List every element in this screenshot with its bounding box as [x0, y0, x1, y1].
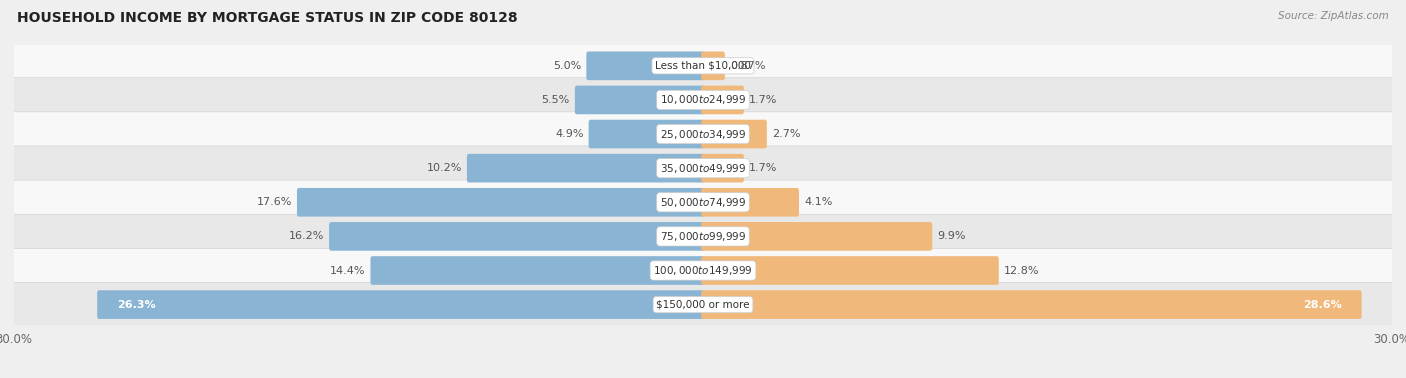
Text: HOUSEHOLD INCOME BY MORTGAGE STATUS IN ZIP CODE 80128: HOUSEHOLD INCOME BY MORTGAGE STATUS IN Z…: [17, 11, 517, 25]
FancyBboxPatch shape: [589, 120, 704, 149]
Text: 4.9%: 4.9%: [555, 129, 583, 139]
FancyBboxPatch shape: [702, 154, 744, 183]
FancyBboxPatch shape: [370, 256, 704, 285]
Text: 5.0%: 5.0%: [553, 61, 581, 71]
Text: $25,000 to $34,999: $25,000 to $34,999: [659, 127, 747, 141]
Text: $50,000 to $74,999: $50,000 to $74,999: [659, 196, 747, 209]
Text: $10,000 to $24,999: $10,000 to $24,999: [659, 93, 747, 107]
Text: 26.3%: 26.3%: [117, 300, 156, 310]
FancyBboxPatch shape: [0, 146, 1406, 191]
FancyBboxPatch shape: [467, 154, 704, 183]
FancyBboxPatch shape: [0, 282, 1406, 327]
FancyBboxPatch shape: [702, 222, 932, 251]
Text: 10.2%: 10.2%: [426, 163, 461, 173]
Text: $100,000 to $149,999: $100,000 to $149,999: [654, 264, 752, 277]
Text: 1.7%: 1.7%: [749, 163, 778, 173]
Text: 9.9%: 9.9%: [938, 231, 966, 242]
Text: 2.7%: 2.7%: [772, 129, 800, 139]
FancyBboxPatch shape: [0, 78, 1406, 122]
FancyBboxPatch shape: [297, 188, 704, 217]
FancyBboxPatch shape: [0, 112, 1406, 156]
Text: 4.1%: 4.1%: [804, 197, 832, 207]
Text: 17.6%: 17.6%: [256, 197, 292, 207]
FancyBboxPatch shape: [97, 290, 704, 319]
Text: $75,000 to $99,999: $75,000 to $99,999: [659, 230, 747, 243]
FancyBboxPatch shape: [702, 85, 744, 114]
Text: $150,000 or more: $150,000 or more: [657, 300, 749, 310]
FancyBboxPatch shape: [702, 188, 799, 217]
FancyBboxPatch shape: [586, 51, 704, 80]
Text: $35,000 to $49,999: $35,000 to $49,999: [659, 162, 747, 175]
Text: 12.8%: 12.8%: [1004, 265, 1039, 276]
FancyBboxPatch shape: [0, 43, 1406, 88]
Text: 0.87%: 0.87%: [730, 61, 765, 71]
FancyBboxPatch shape: [329, 222, 704, 251]
Text: 1.7%: 1.7%: [749, 95, 778, 105]
Text: 16.2%: 16.2%: [288, 231, 323, 242]
FancyBboxPatch shape: [702, 120, 766, 149]
Text: 5.5%: 5.5%: [541, 95, 569, 105]
Text: Source: ZipAtlas.com: Source: ZipAtlas.com: [1278, 11, 1389, 21]
FancyBboxPatch shape: [0, 248, 1406, 293]
FancyBboxPatch shape: [0, 214, 1406, 259]
Text: 14.4%: 14.4%: [330, 265, 366, 276]
Text: Less than $10,000: Less than $10,000: [655, 61, 751, 71]
FancyBboxPatch shape: [702, 290, 1361, 319]
FancyBboxPatch shape: [0, 180, 1406, 225]
FancyBboxPatch shape: [702, 51, 725, 80]
FancyBboxPatch shape: [575, 85, 704, 114]
Text: 28.6%: 28.6%: [1303, 300, 1341, 310]
FancyBboxPatch shape: [702, 256, 998, 285]
